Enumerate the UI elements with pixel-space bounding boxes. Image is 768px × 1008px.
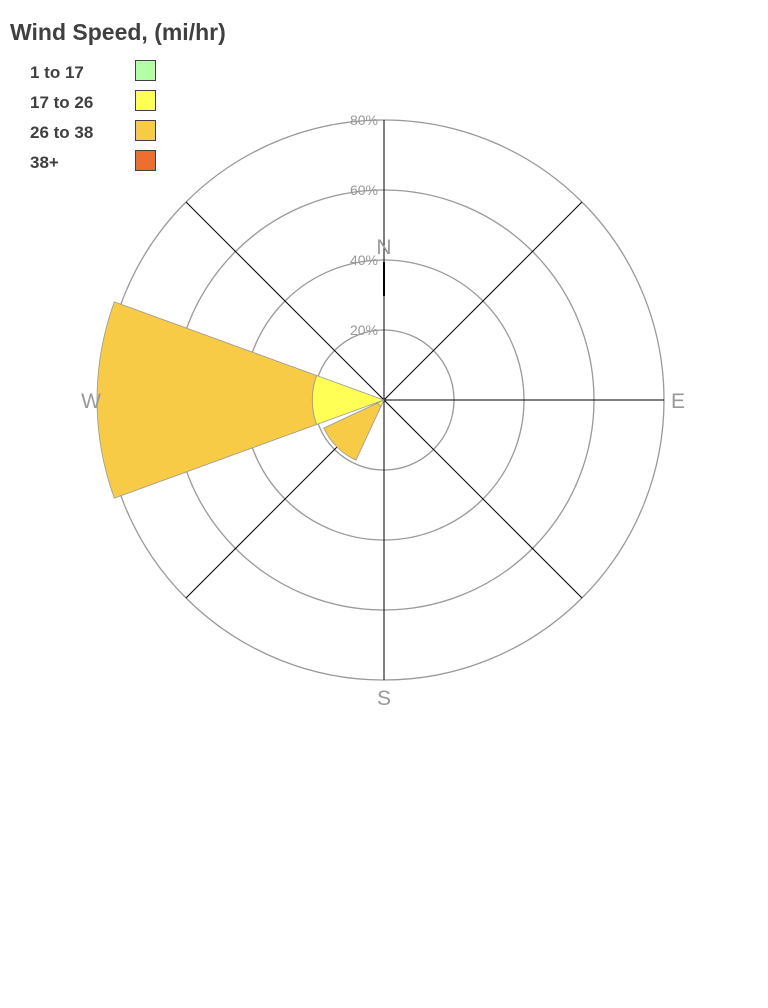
legend-label: 17 to 26 [30, 93, 93, 112]
direction-label-n: N [376, 236, 391, 259]
legend-label: 1 to 17 [30, 63, 84, 82]
ring-label: 40% [350, 252, 378, 268]
direction-label-w: W [81, 390, 101, 413]
legend-swatch [135, 120, 156, 141]
sector-w-2 [96, 301, 318, 499]
ring-label: 80% [350, 112, 378, 128]
ring-label: 20% [350, 322, 378, 338]
legend-label: 26 to 38 [30, 123, 93, 142]
sector-sw-2 [323, 402, 382, 461]
legend-swatch [135, 150, 156, 171]
direction-label-e: E [671, 390, 685, 413]
chart-title: Wind Speed, (mi/hr) [10, 19, 226, 45]
legend-label: 38+ [30, 153, 59, 172]
legend-swatch [135, 90, 156, 111]
legend: 1 to 17 17 to 26 26 to 38 38+ [30, 60, 156, 172]
labels: 20% 40% 60% 80% N E S W [81, 112, 685, 710]
legend-swatch [135, 60, 156, 81]
direction-label-s: S [377, 687, 391, 710]
sectors [96, 301, 386, 499]
ring-label: 60% [350, 182, 378, 198]
